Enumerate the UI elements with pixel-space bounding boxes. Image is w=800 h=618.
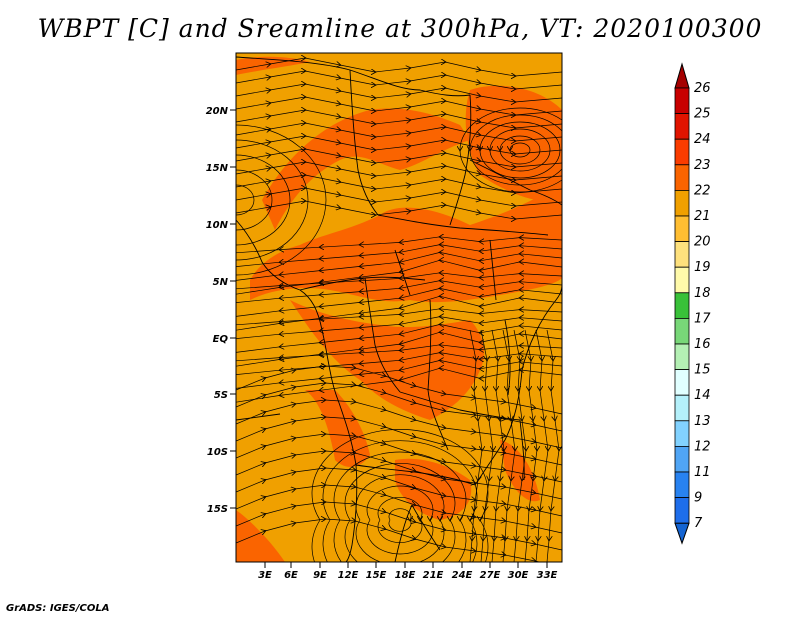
lon-tick-label: 21E xyxy=(423,570,444,581)
streamline xyxy=(490,128,551,172)
streamline xyxy=(236,154,291,246)
streamline xyxy=(480,121,561,179)
colorbar-label: 7 xyxy=(694,516,703,531)
lat-tick-label: 10N xyxy=(206,220,229,231)
colorbar-bin xyxy=(674,189,690,217)
colorbar-bin xyxy=(674,471,690,499)
lat-tick-label: 20N xyxy=(206,106,229,117)
colorbar-top-arrow xyxy=(674,62,690,89)
lon-tick-label: 6E xyxy=(284,570,298,581)
colorbar-bin xyxy=(674,317,690,345)
streamlines xyxy=(236,58,562,562)
streamline xyxy=(500,135,541,165)
colorbar-bin xyxy=(674,215,690,243)
colorbar-label: 17 xyxy=(694,311,711,326)
map-title: WBPT [C] and Sreamline at 300hPa, VT: 20… xyxy=(37,14,763,43)
colorbar-label: 12 xyxy=(694,439,711,454)
lat-tick-label: 10S xyxy=(207,447,228,458)
streamline xyxy=(236,201,562,219)
colorbar-label: 26 xyxy=(694,81,711,96)
colorbar-label: 20 xyxy=(694,235,711,250)
colorbar-label: 15 xyxy=(694,363,711,378)
lat-tick-label: 5N xyxy=(213,277,229,288)
lon-tick-label: 15E xyxy=(366,570,387,581)
colorbar-bin xyxy=(674,497,690,524)
colorbar-label: 25 xyxy=(694,107,711,122)
streamline xyxy=(547,329,559,562)
streamline xyxy=(470,114,562,186)
colorbar-label: 23 xyxy=(694,158,711,173)
colorbar-bin xyxy=(674,241,690,268)
streamline xyxy=(236,124,327,276)
lon-tick-label: 3E xyxy=(258,570,272,581)
colorbar-label: 24 xyxy=(694,132,711,147)
colorbar-bin xyxy=(674,138,690,166)
colorbar-bin xyxy=(674,266,690,294)
colorbar-label: 18 xyxy=(694,286,711,301)
colorbar-bin xyxy=(674,343,690,371)
colorbar-bin xyxy=(674,292,690,319)
colorbar-label: 22 xyxy=(694,183,711,198)
streamline xyxy=(460,107,562,193)
colorbar-bin xyxy=(674,445,690,473)
credit-text: GrADS: IGES/COLA xyxy=(6,603,110,614)
lon-tick-label: 33E xyxy=(537,570,558,581)
colorbar-bin xyxy=(674,394,690,422)
streamline xyxy=(236,184,255,216)
colorbar-bin xyxy=(674,113,690,140)
lon-tick-label: 9E xyxy=(313,570,327,581)
lon-tick-label: 24E xyxy=(452,570,473,581)
map-frame xyxy=(235,52,563,563)
lat-tick-label: 15N xyxy=(206,163,229,174)
colorbar: 26 25 24 23 22 21 20 19 18 17 16 15 14 13 12 11 9 7 xyxy=(674,62,711,545)
lat-tick-label: 5S xyxy=(214,390,228,401)
lat-axis: 20N 15N 10N 5N EQ 5S 10S 15S xyxy=(206,106,236,515)
lon-tick-label: 18E xyxy=(395,570,416,581)
streamline xyxy=(236,139,309,261)
colorbar-bin xyxy=(674,369,690,396)
colorbar-label: 14 xyxy=(694,388,711,403)
colorbar-label: 13 xyxy=(694,414,711,429)
streamline xyxy=(510,142,531,158)
lat-tick-label: EQ xyxy=(213,334,229,345)
lat-tick-label: 15S xyxy=(207,504,228,515)
colorbar-label: 19 xyxy=(694,260,711,275)
colorbar-bottom-arrow xyxy=(674,522,690,545)
colorbar-label: 11 xyxy=(694,465,711,480)
colorbar-label: 16 xyxy=(694,337,711,352)
colorbar-label: 9 xyxy=(694,491,702,506)
lon-tick-label: 12E xyxy=(338,570,359,581)
colorbar-bin xyxy=(674,87,690,115)
streamline xyxy=(236,169,273,231)
map-panel xyxy=(236,53,562,562)
lon-tick-label: 30E xyxy=(508,570,529,581)
colorbar-bin xyxy=(674,420,690,447)
lon-axis: 3E 6E 9E 12E 15E 18E 21E 24E 27E 30E 33E xyxy=(258,562,558,581)
streamline xyxy=(236,519,542,562)
colorbar-bin xyxy=(674,164,690,191)
lon-tick-label: 27E xyxy=(480,570,501,581)
colorbar-label: 21 xyxy=(694,209,711,224)
